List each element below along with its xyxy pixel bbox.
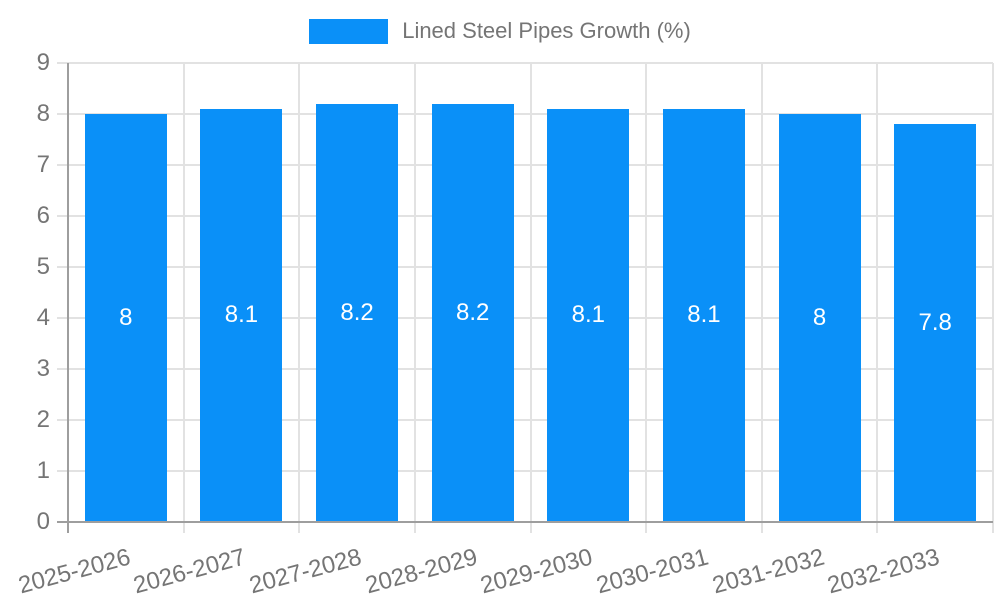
- x-axis-tick: [876, 522, 879, 533]
- bar-value-label: 8: [119, 304, 133, 331]
- legend-swatch: [309, 18, 389, 44]
- x-gridline: [760, 63, 763, 522]
- x-axis-tick: [760, 522, 763, 533]
- x-axis-line: [57, 521, 993, 523]
- y-gridline: [57, 368, 993, 370]
- x-gridline: [992, 63, 994, 522]
- y-axis-line: [67, 63, 69, 533]
- bar-2027-2028: [316, 103, 399, 522]
- y-axis-tick-label: 1: [36, 457, 50, 484]
- y-gridline: [57, 470, 993, 472]
- y-axis-tick-label: 8: [36, 100, 50, 127]
- bar-2030-2031: [662, 108, 745, 522]
- legend[interactable]: Lined Steel Pipes Growth (%): [0, 18, 1000, 44]
- y-axis-tick-label: 7: [36, 151, 50, 178]
- bar-value-label: 8.2: [456, 298, 490, 326]
- y-gridline: [57, 266, 993, 268]
- y-gridline: [57, 317, 993, 319]
- bar-value-label: 8: [812, 304, 827, 331]
- y-axis-tick-label: 6: [36, 202, 50, 229]
- x-gridline: [413, 63, 416, 522]
- x-axis-tick: [298, 522, 301, 533]
- x-axis-tick: [529, 522, 532, 533]
- y-axis-tick-label: 3: [36, 355, 50, 382]
- x-gridline: [298, 63, 301, 522]
- bar-2026-2027: [200, 108, 283, 522]
- x-axis-tick: [992, 522, 994, 533]
- y-axis-tick-label: 0: [36, 508, 50, 535]
- bar-value-label: 8.1: [571, 301, 605, 329]
- bar-value-label: 8.2: [340, 298, 374, 326]
- bar-2025-2026: [84, 114, 167, 522]
- y-gridline: [57, 113, 993, 115]
- y-gridline: [57, 62, 993, 64]
- x-gridline: [876, 63, 879, 522]
- bar-2029-2030: [547, 108, 630, 522]
- x-gridline: [529, 63, 532, 522]
- y-gridline: [57, 215, 993, 217]
- y-axis-tick-label: 9: [36, 49, 50, 76]
- bar-value-label: 8.1: [224, 301, 259, 329]
- bar-2032-2033: [894, 124, 977, 522]
- x-axis-tick: [645, 522, 648, 533]
- y-gridline: [57, 419, 993, 421]
- x-axis-tick: [413, 522, 416, 533]
- y-gridline: [57, 164, 993, 166]
- legend-label: Lined Steel Pipes Growth (%): [402, 18, 691, 43]
- y-axis-tick-label: 5: [36, 253, 50, 280]
- x-gridline: [182, 63, 185, 522]
- bar-value-label: 8.1: [687, 301, 721, 329]
- x-gridline: [645, 63, 648, 522]
- y-axis-tick-label: 2: [36, 406, 50, 433]
- y-axis-tick-label: 4: [36, 304, 50, 331]
- bar-2028-2029: [431, 103, 514, 522]
- x-axis-tick: [182, 522, 185, 533]
- bar-2031-2032: [778, 114, 861, 522]
- bar-value-label: 7.8: [918, 309, 952, 337]
